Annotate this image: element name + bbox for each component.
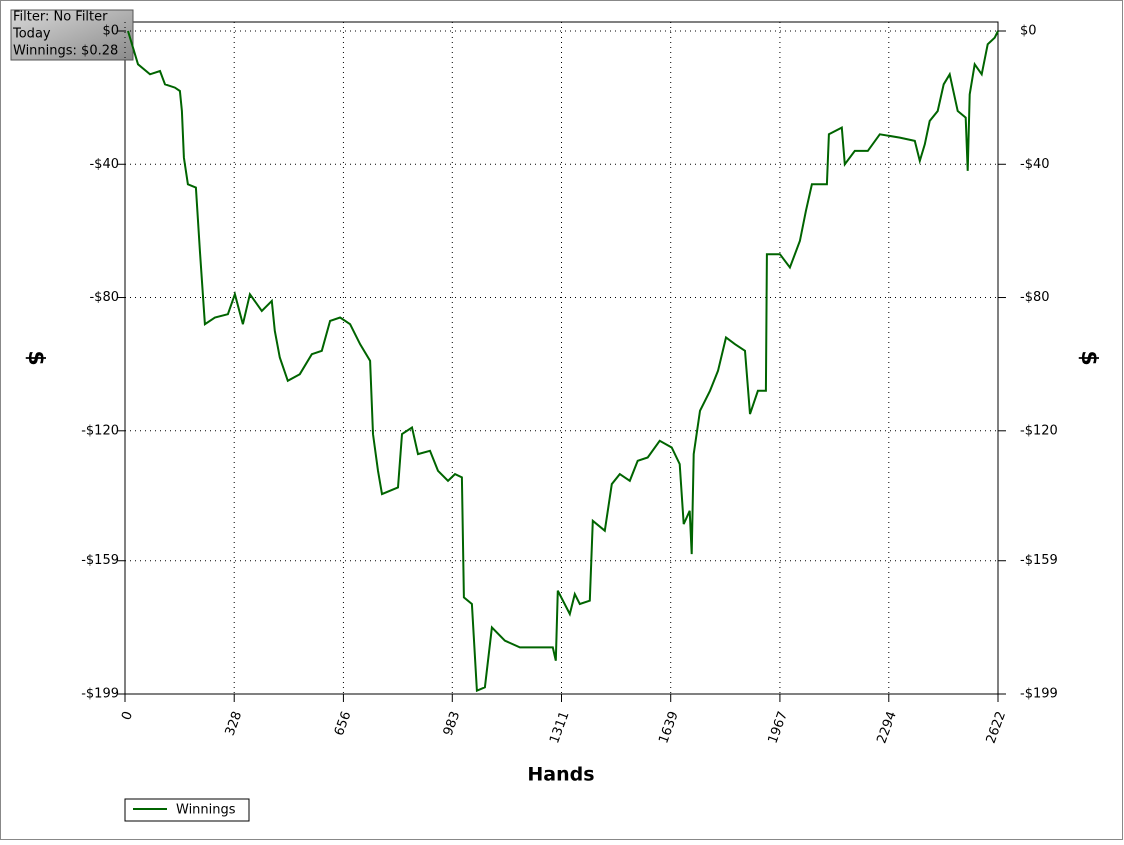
y2-tick-label: -$199 — [1020, 687, 1058, 702]
y-tick-label: -$159 — [81, 553, 119, 568]
y2-tick-label: -$120 — [1020, 423, 1058, 438]
series-line — [127, 30, 999, 693]
y-axis-label: $ — [23, 350, 48, 365]
y2-tick-label: -$40 — [1020, 157, 1050, 172]
legend-box — [124, 798, 250, 822]
info-box-bg — [10, 9, 134, 61]
y-tick-label: $0 — [102, 24, 119, 39]
y2-axis-label: $ — [1076, 350, 1101, 365]
y-tick-label: -$40 — [89, 157, 119, 172]
y-tick-label: -$80 — [89, 290, 119, 305]
info-line: Today — [12, 27, 51, 42]
x-axis-label: Hands — [527, 764, 594, 786]
info-line: Filter: No Filter — [13, 10, 108, 25]
info-box: Filter: No Filter Today Winnings: $0.28 — [10, 9, 134, 61]
info-line: Winnings: $0.28 — [13, 44, 118, 59]
y2-tick-label: $0 — [1020, 24, 1037, 39]
y-tick-label: -$120 — [81, 423, 119, 438]
legend-label: Winnings — [176, 803, 236, 818]
y2-tick-label: -$159 — [1020, 553, 1058, 568]
y-tick-label: -$199 — [81, 687, 119, 702]
y2-tick-label: -$80 — [1020, 290, 1050, 305]
